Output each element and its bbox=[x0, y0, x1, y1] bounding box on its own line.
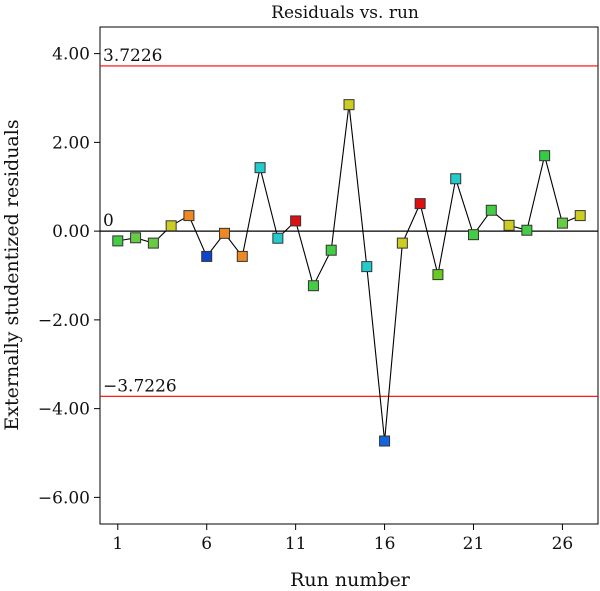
data-point bbox=[556, 217, 568, 229]
data-point bbox=[147, 237, 159, 249]
data-point bbox=[272, 232, 284, 244]
data-point bbox=[183, 210, 195, 222]
reference-line-label: −3.7226 bbox=[103, 376, 177, 396]
data-point bbox=[290, 215, 302, 227]
x-tick-label: 21 bbox=[463, 534, 485, 554]
data-point bbox=[165, 220, 177, 232]
y-tick-label: 4.00 bbox=[52, 45, 90, 65]
data-point bbox=[325, 244, 337, 256]
data-point bbox=[432, 269, 444, 281]
reference-lines: 3.7226 0 −3.7226 bbox=[100, 46, 598, 397]
data-point bbox=[379, 435, 391, 447]
data-point bbox=[414, 198, 426, 210]
data-point bbox=[396, 237, 408, 249]
data-point bbox=[236, 250, 248, 262]
data-point bbox=[521, 224, 533, 236]
data-point bbox=[485, 204, 497, 216]
data-point bbox=[201, 250, 213, 262]
residual-series bbox=[112, 99, 586, 447]
x-tick-label: 1 bbox=[112, 534, 123, 554]
data-point bbox=[343, 99, 355, 111]
data-point bbox=[254, 162, 266, 174]
plot-frame bbox=[99, 26, 599, 525]
data-point bbox=[307, 280, 319, 292]
chart-title: Residuals vs. run bbox=[271, 3, 419, 23]
x-tick-label: 11 bbox=[285, 534, 307, 554]
data-point bbox=[112, 235, 124, 247]
y-axis-label: Externally studentized residuals bbox=[1, 119, 23, 430]
data-point bbox=[468, 229, 479, 241]
series-line bbox=[117, 104, 581, 442]
reference-line-label: 0 bbox=[103, 211, 114, 231]
data-point bbox=[574, 210, 586, 222]
y-tick-label: −2.00 bbox=[38, 311, 90, 331]
x-axis: 1 6 11 16 21 26 bbox=[112, 524, 573, 554]
y-axis: 4.00 2.00 0.00 −2.00 −4.00 −6.00 bbox=[38, 45, 100, 508]
data-point bbox=[219, 227, 230, 239]
x-tick-label: 26 bbox=[552, 534, 574, 554]
data-point bbox=[130, 232, 142, 244]
y-tick-label: 0.00 bbox=[52, 222, 90, 242]
x-tick-label: 16 bbox=[374, 534, 396, 554]
x-axis-label: Run number bbox=[290, 569, 411, 591]
y-tick-label: −4.00 bbox=[38, 400, 90, 420]
x-tick-label: 6 bbox=[201, 534, 212, 554]
data-point bbox=[539, 150, 551, 162]
y-tick-label: −6.00 bbox=[38, 488, 90, 508]
reference-line-label: 3.7226 bbox=[103, 46, 162, 66]
data-point bbox=[503, 219, 515, 231]
y-tick-label: 2.00 bbox=[52, 133, 90, 153]
data-point bbox=[450, 173, 462, 185]
data-point bbox=[361, 261, 373, 273]
